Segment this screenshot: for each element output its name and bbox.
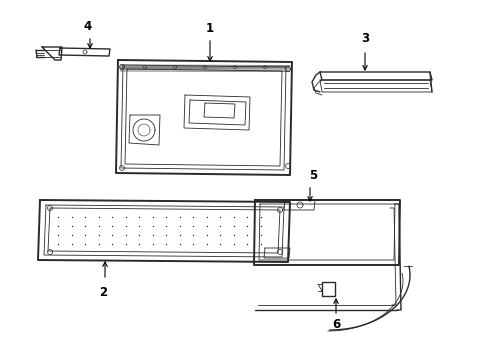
- Text: 3: 3: [361, 32, 369, 45]
- Text: 2: 2: [99, 285, 107, 298]
- Text: 5: 5: [309, 168, 317, 181]
- Text: 6: 6: [332, 319, 340, 332]
- Text: 4: 4: [84, 19, 92, 32]
- Text: 1: 1: [206, 22, 214, 35]
